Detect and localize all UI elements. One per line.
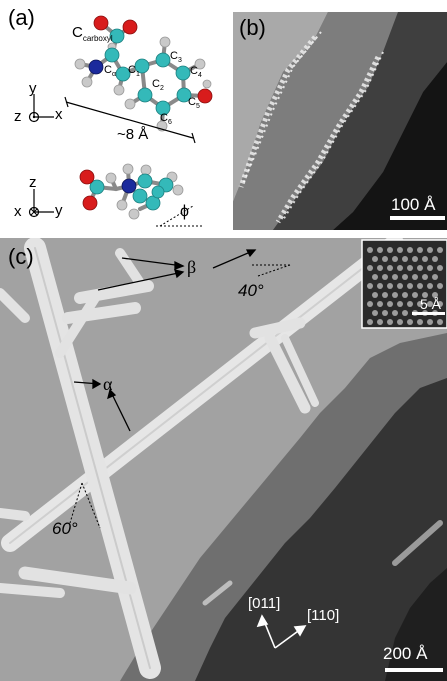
stm-image-b	[233, 12, 447, 230]
molecule-top-view	[28, 15, 213, 227]
label-c5: C5	[188, 96, 200, 111]
beta-label: β	[187, 257, 197, 277]
panel-c-label: (c)	[8, 244, 34, 269]
stm-image-c	[0, 238, 447, 681]
panel-a: (a)	[0, 0, 230, 235]
axis-top-z: z	[14, 108, 22, 125]
label-c1: C1	[128, 64, 140, 79]
axis-bottom-y: y	[55, 202, 63, 219]
scale-label-8a: ~8 Å	[117, 126, 149, 143]
label-c-alpha: Cα	[104, 64, 116, 79]
axis-top-y: y	[29, 80, 37, 97]
panel-a-label: (a)	[8, 5, 35, 30]
direction-label-2: [110]	[307, 607, 340, 624]
angle-40-label: 40°	[238, 281, 264, 300]
axis-bottom-x: x	[14, 203, 22, 220]
panel-b-label: (b)	[239, 15, 266, 40]
inset-scale-label: 5 Å	[420, 296, 442, 312]
label-c6: C6	[160, 112, 172, 127]
phi-label: ϕ	[180, 203, 189, 220]
angle-60-label: 60°	[52, 519, 78, 538]
label-c4: C4	[190, 65, 202, 80]
panel-c-scale-text: 200 Å	[383, 644, 428, 663]
panel-b: (b) 100 Å	[233, 12, 447, 230]
panel-b-scale-text: 100 Å	[391, 195, 436, 214]
label-c3: C3	[170, 50, 182, 65]
panel-b-scale-bar	[390, 216, 445, 220]
panel-c: (c) β α 40° 60° 5 Å [011] [110] 200 Å	[0, 238, 447, 681]
label-c2: C2	[152, 78, 164, 93]
alpha-label: α	[103, 374, 113, 394]
direction-label-1: [011]	[248, 595, 281, 612]
axis-bottom-z: z	[29, 174, 37, 191]
axis-top-x: x	[55, 106, 63, 123]
label-c-carboxyl: Ccarboxyl	[72, 24, 113, 43]
